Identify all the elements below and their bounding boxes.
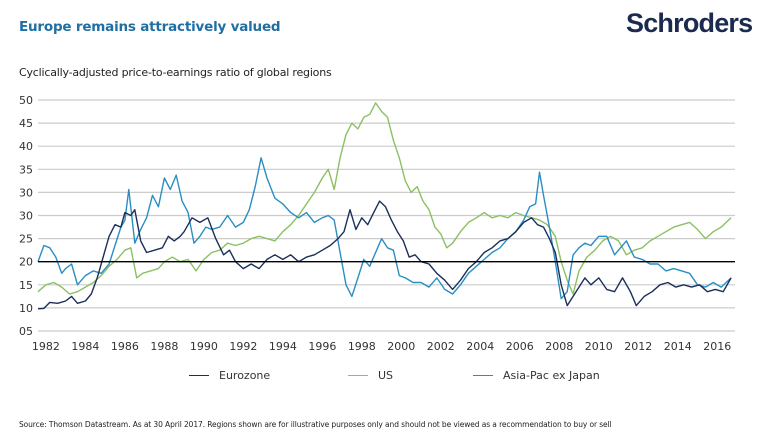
- chart-headline: Europe remains attractively valued: [19, 19, 281, 35]
- x-tick-label: 1996: [308, 340, 336, 353]
- series-line-asia-pac: [37, 157, 732, 300]
- legend-label-asia-pac: Asia-Pac ex Japan: [503, 369, 600, 382]
- schroders-logo: Schroders: [626, 8, 753, 38]
- x-tick-label: 1992: [229, 340, 257, 353]
- x-tick-label: 1990: [190, 340, 218, 353]
- series-line-us: [37, 102, 732, 295]
- x-tick-label: 1988: [150, 340, 178, 353]
- legend-swatch-us: [348, 375, 368, 376]
- legend-swatch-asia-pac: [473, 375, 493, 376]
- x-tick-label: 2014: [664, 340, 692, 353]
- source-footnote: Source: Thomson Datastream. As at 30 Apr…: [19, 420, 612, 429]
- x-tick-label: 2002: [427, 340, 455, 353]
- x-tick-label: 1984: [71, 340, 99, 353]
- y-tick-label: 40: [19, 140, 33, 153]
- y-tick-label: 45: [19, 117, 33, 130]
- legend-item-us: US: [348, 369, 393, 382]
- y-tick-label: 20: [19, 256, 33, 269]
- series-line-eurozone: [37, 200, 732, 310]
- legend-item-asia-pac: Asia-Pac ex Japan: [473, 369, 600, 382]
- y-tick-label: 25: [19, 233, 33, 246]
- y-tick-label: 05: [19, 325, 33, 338]
- chart-legend: Eurozone US Asia-Pac ex Japan: [0, 369, 768, 385]
- y-tick-label: 30: [19, 186, 33, 199]
- y-tick-label: 10: [19, 302, 33, 315]
- x-tick-label: 1994: [269, 340, 297, 353]
- legend-label-eurozone: Eurozone: [219, 369, 271, 382]
- x-tick-label: 2000: [387, 340, 415, 353]
- x-tick-label: 2006: [506, 340, 534, 353]
- x-tick-label: 2016: [703, 340, 731, 353]
- gridlines: [38, 99, 735, 332]
- x-tick-label: 1986: [111, 340, 139, 353]
- legend-swatch-eurozone: [189, 375, 209, 376]
- x-tick-label: 2008: [545, 340, 573, 353]
- chart-title: Cyclically-adjusted price-to-earnings ra…: [19, 66, 332, 79]
- y-tick-label: 15: [19, 279, 33, 292]
- y-tick-label: 30: [19, 210, 33, 223]
- x-tick-label: 1982: [32, 340, 60, 353]
- x-tick-label: 2010: [585, 340, 613, 353]
- x-tick-label: 2012: [624, 340, 652, 353]
- x-axis-ticks: 1982 1984 1986 1988 1990 1992 1994 1996 1998 2000…: [32, 340, 731, 353]
- x-tick-label: 1998: [348, 340, 376, 353]
- legend-item-eurozone: Eurozone: [189, 369, 270, 382]
- series-lines: [37, 102, 732, 310]
- y-axis-ticks: 50 45 40 35 30 30 25 20 15 10 05: [19, 94, 33, 338]
- y-tick-label: 50: [19, 94, 33, 107]
- x-tick-label: 2004: [466, 340, 494, 353]
- legend-label-us: US: [378, 369, 394, 382]
- y-tick-label: 35: [19, 163, 33, 176]
